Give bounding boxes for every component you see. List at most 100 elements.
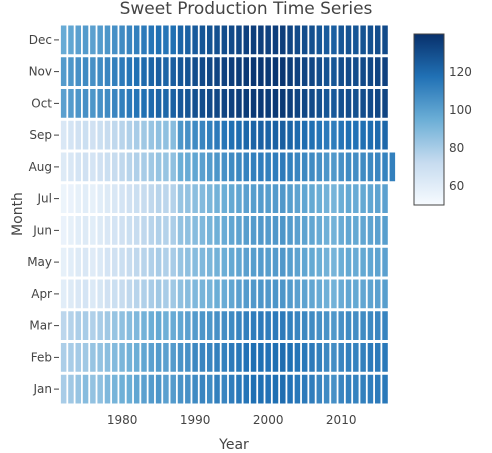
heatmap-cell: [104, 120, 111, 150]
heatmap-cell: [75, 279, 82, 309]
heatmap-cell: [163, 343, 169, 372]
heatmap-cell: [133, 89, 140, 118]
heatmap-cell: [331, 247, 337, 277]
heatmap-cell: [338, 247, 344, 277]
heatmap-cell: [60, 120, 67, 150]
heatmap-cell: [90, 89, 96, 118]
heatmap-cell: [192, 57, 198, 86]
heatmap-cell: [214, 374, 220, 404]
heatmap-cell: [82, 343, 89, 372]
heatmap-cell: [367, 343, 374, 372]
colorbar-tick-label: 100: [449, 103, 472, 117]
heatmap-cell: [338, 343, 344, 372]
heatmap-cell: [133, 247, 140, 277]
heatmap-cell: [97, 343, 103, 372]
heatmap-cell: [243, 216, 250, 245]
heatmap-cell: [126, 343, 133, 372]
heatmap-cell: [112, 247, 118, 277]
heatmap-cell: [90, 279, 96, 309]
heatmap-cell: [75, 247, 82, 277]
heatmap-cell: [367, 216, 374, 245]
heatmap-cell: [287, 216, 293, 245]
heatmap-cell: [316, 374, 323, 404]
heatmap-cell: [374, 279, 381, 309]
heatmap-cell: [331, 216, 337, 245]
heatmap-cell: [316, 279, 323, 309]
heatmap-cell: [272, 25, 279, 55]
heatmap-cell: [280, 279, 286, 309]
heatmap-cell: [228, 374, 235, 404]
heatmap-cell: [68, 374, 74, 404]
heatmap-cell: [374, 120, 381, 150]
heatmap-cell: [148, 57, 155, 86]
heatmap-cell: [185, 279, 191, 309]
heatmap-cell: [250, 216, 257, 245]
heatmap-cell: [163, 279, 169, 309]
heatmap-cell: [97, 374, 103, 404]
colorbar-tick-label: 80: [449, 141, 464, 155]
heatmap-cell: [170, 152, 176, 182]
heatmap-cell: [119, 89, 125, 118]
heatmap-cell: [133, 343, 140, 372]
heatmap-cell: [177, 343, 184, 372]
heatmap-cell: [360, 374, 366, 404]
heatmap-cell: [236, 216, 242, 245]
heatmap-cell: [221, 374, 228, 404]
heatmap-cell: [280, 343, 286, 372]
heatmap-cell: [258, 279, 264, 309]
heatmap-cell: [119, 279, 125, 309]
heatmap-cell: [141, 25, 147, 55]
heatmap-cell: [353, 120, 359, 150]
heatmap-cell: [345, 152, 352, 182]
heatmap-cell: [272, 184, 279, 213]
heatmap-cell: [141, 57, 147, 86]
heatmap-cell: [258, 25, 264, 55]
heatmap-cell: [280, 152, 286, 182]
heatmap-cell: [126, 89, 133, 118]
heatmap-cell: [280, 25, 286, 55]
heatmap-cell: [155, 152, 162, 182]
heatmap-cell: [221, 247, 228, 277]
heatmap-cell: [323, 89, 330, 118]
heatmap-cell: [148, 374, 155, 404]
heatmap-cell: [221, 279, 228, 309]
heatmap-cell: [206, 152, 213, 182]
heatmap-cell: [90, 152, 96, 182]
heatmap-cell: [309, 152, 315, 182]
heatmap-cell: [301, 343, 308, 372]
heatmap-cell: [331, 374, 337, 404]
heatmap-cell: [323, 374, 330, 404]
heatmap-cell: [265, 152, 271, 182]
heatmap-cell: [309, 25, 315, 55]
heatmap-cell: [192, 374, 198, 404]
heatmap-cell: [126, 184, 133, 213]
heatmap-cell: [177, 311, 184, 340]
x-tick-label: 1980: [107, 413, 138, 427]
heatmap-cell: [374, 247, 381, 277]
heatmap-cell: [323, 25, 330, 55]
heatmap-cell: [185, 152, 191, 182]
heatmap-cell: [301, 57, 308, 86]
heatmap-cell: [214, 120, 220, 150]
heatmap-cell: [126, 120, 133, 150]
heatmap-cell: [75, 152, 82, 182]
y-tick-label: Jan: [33, 382, 53, 396]
heatmap-grid: [60, 25, 396, 404]
heatmap-cell: [250, 311, 257, 340]
colorbar-tick-label: 60: [449, 179, 464, 193]
heatmap-cell: [75, 343, 82, 372]
heatmap-cell: [82, 25, 89, 55]
heatmap-cell: [338, 25, 344, 55]
heatmap-cell: [316, 247, 323, 277]
heatmap-cell: [309, 89, 315, 118]
heatmap-cell: [338, 89, 344, 118]
heatmap-cell: [177, 279, 184, 309]
heatmap-cell: [82, 152, 89, 182]
heatmap-cell: [236, 57, 242, 86]
heatmap-cell: [323, 152, 330, 182]
heatmap-cell: [206, 120, 213, 150]
heatmap-cell: [192, 216, 198, 245]
heatmap-cell: [112, 57, 118, 86]
heatmap-cell: [214, 311, 220, 340]
heatmap-cell: [345, 311, 352, 340]
